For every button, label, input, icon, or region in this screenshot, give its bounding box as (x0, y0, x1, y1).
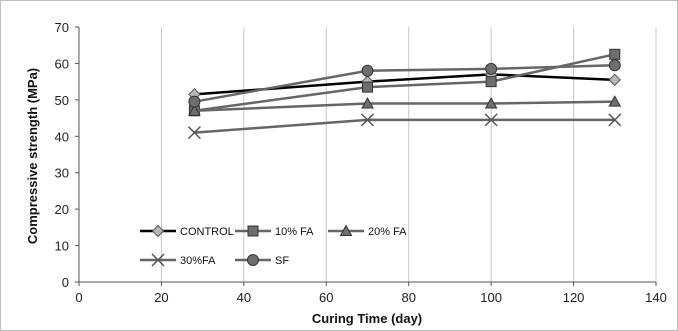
y-tick-label: 0 (62, 275, 69, 290)
legend-label: 30%FA (180, 255, 216, 267)
data-point (608, 113, 622, 127)
x-tick-label: 80 (401, 290, 415, 305)
series-2 (188, 95, 622, 116)
data-point (608, 73, 621, 87)
series-layer (187, 48, 622, 140)
legend-entry: 30%FA (140, 253, 216, 267)
series-line (194, 118, 615, 134)
legend-marker (247, 254, 259, 266)
x-tick-label: 60 (319, 290, 333, 305)
y-tick-label: 30 (55, 166, 69, 181)
data-point (360, 113, 375, 127)
data-point (187, 126, 201, 140)
x-tick-label: 120 (563, 290, 585, 305)
legend-marker (151, 224, 165, 238)
x-axis-title: Curing Time (day) (312, 311, 422, 326)
y-tick-label: 40 (55, 129, 69, 144)
legend-label: SF (275, 255, 289, 267)
legend: CONTROL 10% FA 20% FA 30%FA SF (140, 224, 407, 267)
legend-marker (151, 253, 165, 267)
data-point (484, 96, 498, 109)
y-tick-label: 70 (55, 20, 69, 35)
x-tick-label: 100 (480, 290, 502, 305)
legend-label: 10% FA (275, 226, 314, 238)
data-point (484, 113, 498, 127)
y-tick-label: 20 (55, 202, 69, 217)
series-line (194, 64, 615, 103)
legend-entry: CONTROL (140, 224, 234, 238)
legend-label: CONTROL (180, 226, 234, 238)
y-tick-label: 50 (55, 93, 69, 108)
data-point (608, 59, 621, 72)
series-3 (187, 113, 622, 140)
legend-label: 20% FA (368, 226, 407, 238)
legend-entry: 10% FA (235, 225, 314, 238)
x-tick-label: 0 (75, 290, 82, 305)
series-4 (188, 59, 621, 108)
axes (75, 26, 657, 286)
y-axis-title: Compressive strength (MPa) (25, 68, 40, 244)
data-point (361, 64, 374, 77)
data-point (188, 104, 201, 116)
legend-marker (247, 225, 259, 237)
data-point (362, 81, 373, 93)
series-line (194, 73, 615, 96)
legend-entry: 20% FA (328, 224, 407, 238)
data-point (361, 96, 374, 109)
legend-marker (339, 224, 353, 236)
x-tick-label: 40 (237, 290, 251, 305)
data-point (485, 62, 498, 75)
tick-labels: 0 10 20 30 40 50 60 70 0 20 40 60 80 100 120 140 (55, 20, 667, 305)
legend-entry: SF (235, 254, 289, 267)
data-point (188, 95, 201, 108)
x-tick-label: 140 (645, 290, 667, 305)
data-point (485, 76, 497, 88)
y-tick-label: 10 (55, 239, 69, 254)
data-point (609, 48, 621, 60)
series-line (194, 100, 615, 113)
data-point (608, 95, 622, 107)
y-tick-label: 60 (55, 56, 69, 71)
x-tick-label: 20 (154, 290, 168, 305)
